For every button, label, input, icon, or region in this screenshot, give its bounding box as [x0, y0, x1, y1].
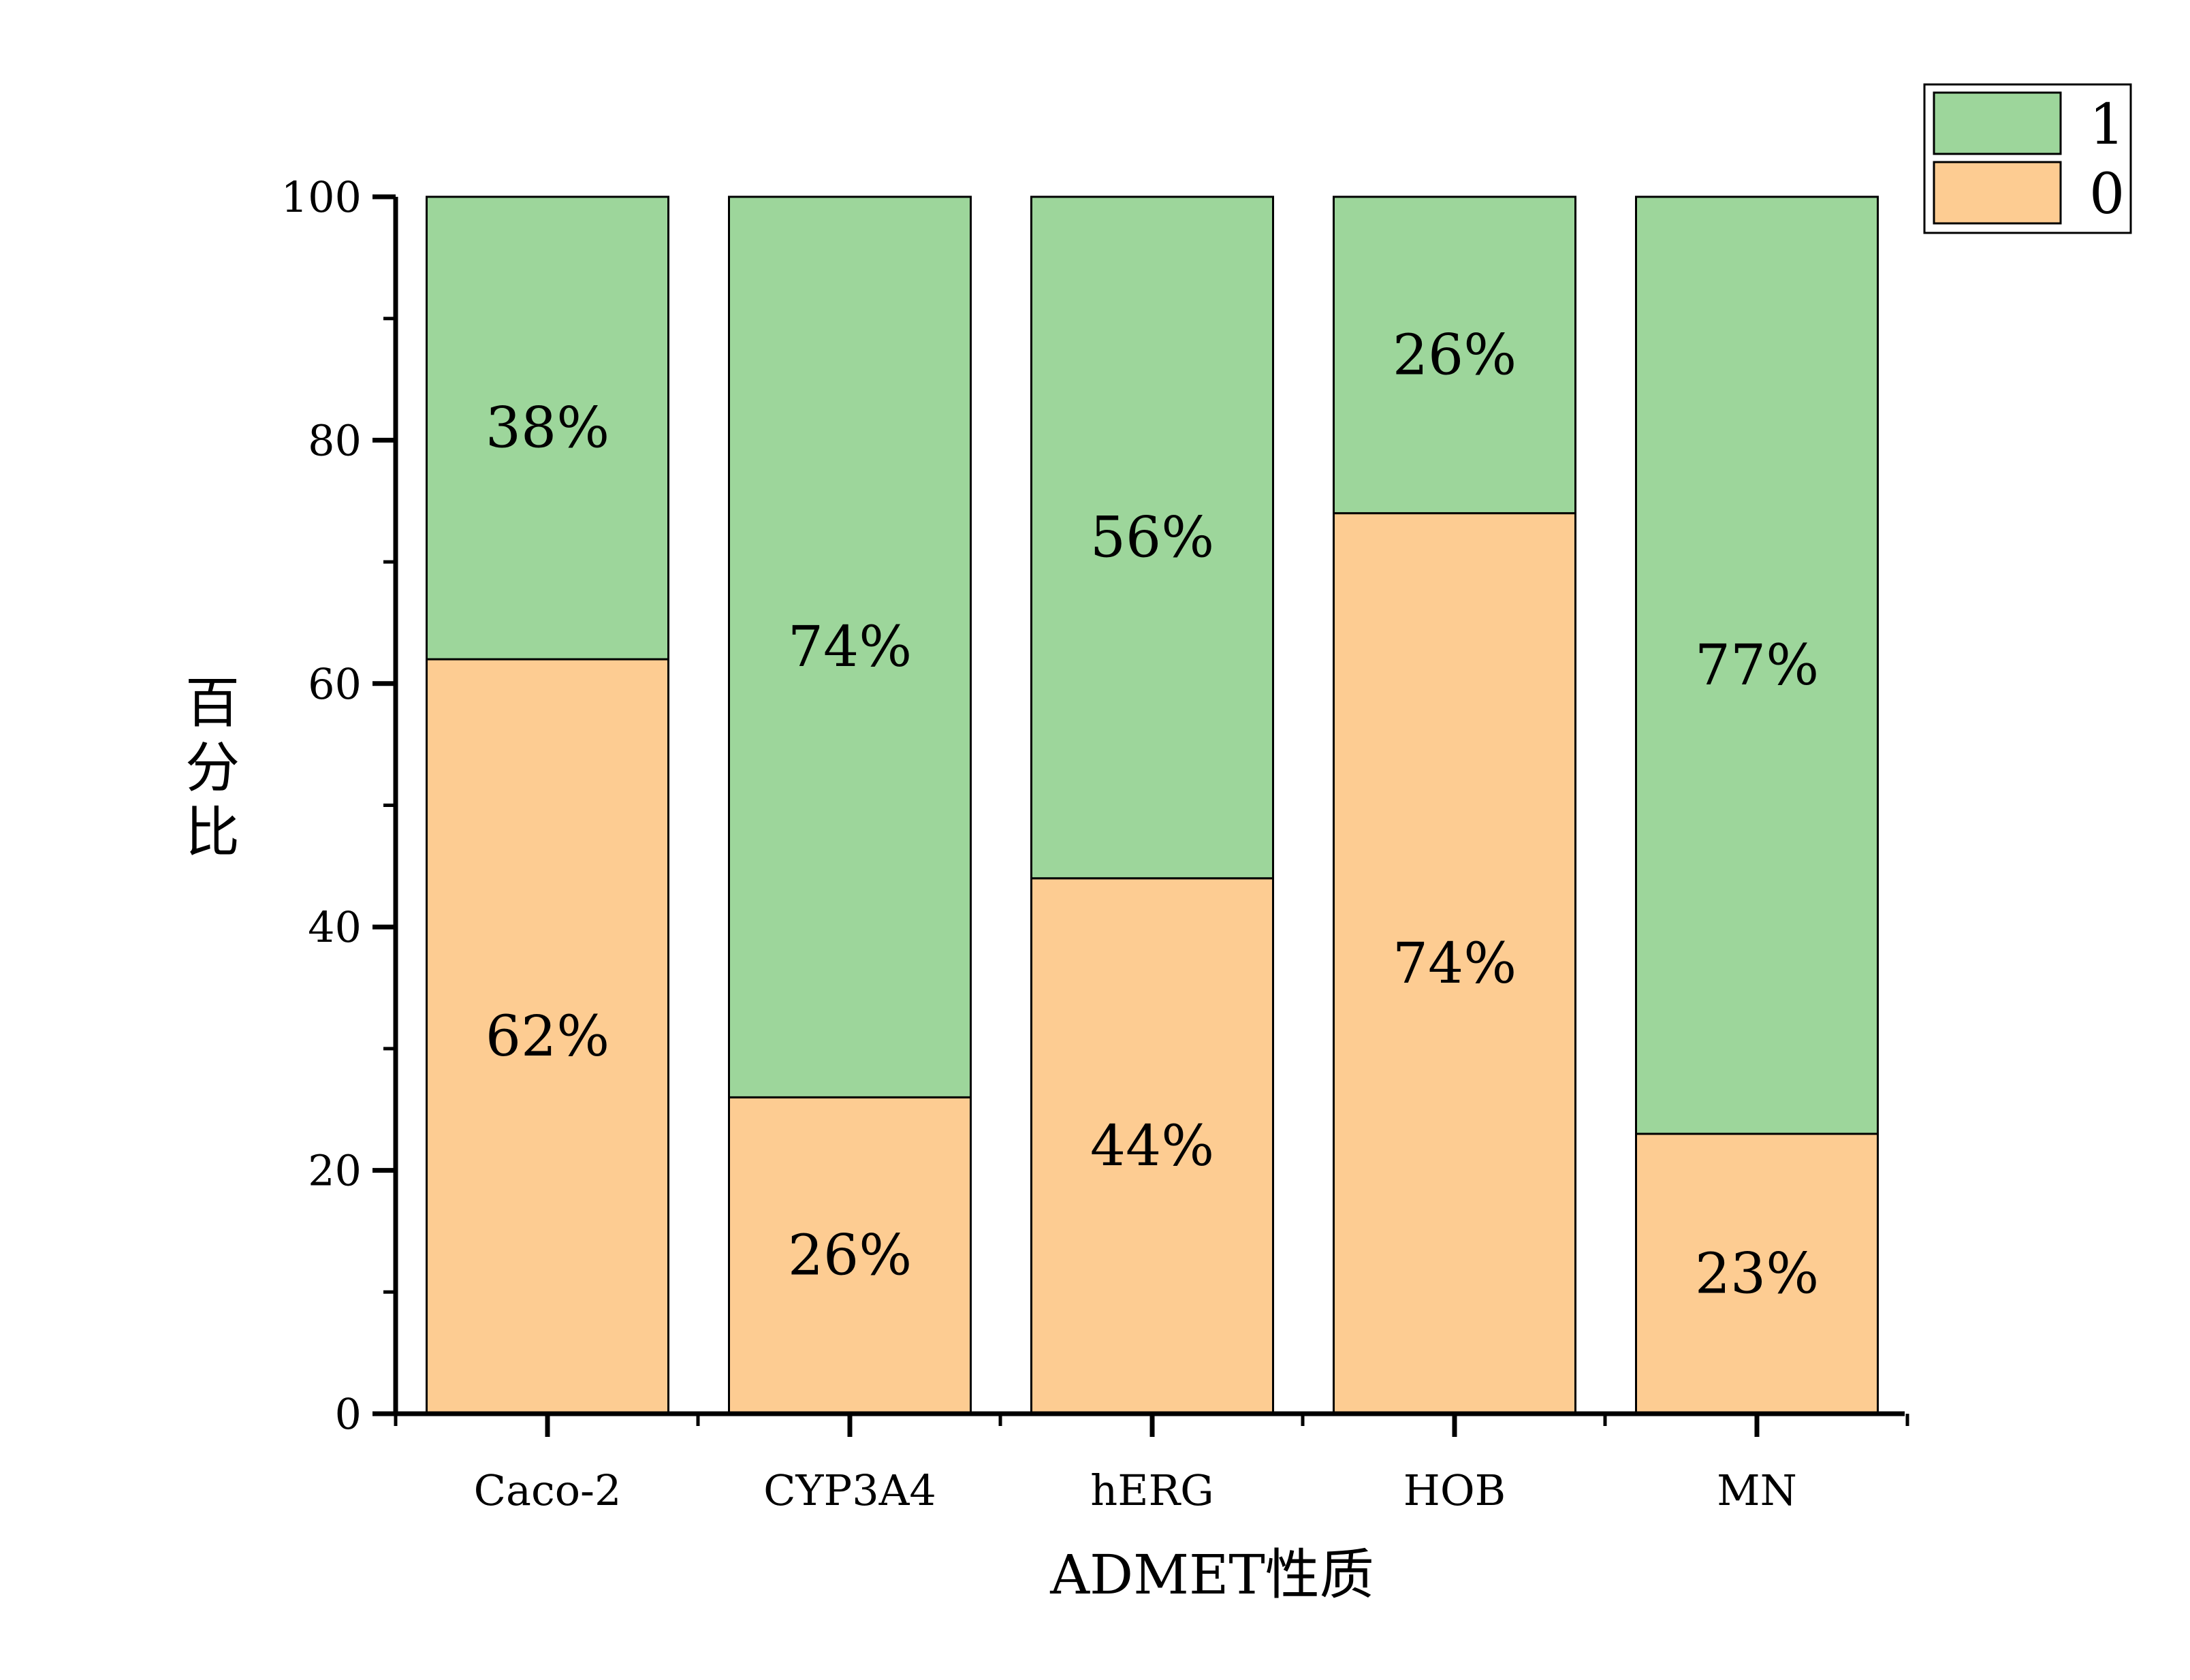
x-tick-label: hERG	[1090, 1465, 1213, 1515]
bar-value-label-herg-series-0: 44%	[1090, 1114, 1214, 1179]
bar-value-label-cyp3a4-series-1: 74%	[788, 615, 912, 680]
y-axis-title-char-2: 分	[185, 736, 240, 799]
bar-hob-series-1	[1333, 195, 1576, 515]
bar-value-label-hob-series-0: 74%	[1393, 932, 1517, 996]
bar-herg-series-0	[1030, 877, 1274, 1415]
legend-label-series-1: 1	[2089, 93, 2125, 157]
bar-value-label-cyp3a4-series-0: 26%	[788, 1224, 912, 1288]
bar-labels-layer: 62% 38% 26% 74% 44% 56% 74% 26% 23% 77%	[486, 323, 1819, 1306]
legend: 10	[1923, 83, 2132, 234]
bar-value-label-caco-2-series-0: 62%	[486, 1004, 609, 1069]
bar-value-label-caco-2-series-1: 38%	[486, 396, 609, 461]
legend-swatch-series-0	[1933, 161, 2062, 225]
bars-layer	[426, 195, 1879, 1415]
x-tick-label: CYP3A4	[763, 1465, 936, 1515]
y-tick-label: 80	[308, 415, 362, 465]
bar-mn-series-1	[1635, 195, 1879, 1135]
bar-cyp3a4-series-1	[728, 195, 972, 1098]
y-tick-label: 40	[308, 902, 362, 952]
bar-value-label-mn-series-0: 23%	[1695, 1241, 1819, 1306]
y-axis-title-char-3: 比	[185, 801, 240, 864]
bar-caco-2-series-0	[426, 658, 669, 1415]
x-tick-label: HOB	[1403, 1465, 1506, 1515]
y-tick-label: 100	[281, 172, 362, 222]
bar-value-label-hob-series-1: 26%	[1393, 323, 1517, 387]
y-tick-label: 60	[308, 659, 362, 709]
ticks-layer: Caco-2 CYP3A4 hERG HOB MN 0 20 40 60 80 100	[281, 172, 1909, 1515]
bar-value-label-mn-series-1: 77%	[1695, 633, 1819, 698]
legend-swatch-series-1	[1933, 91, 2062, 155]
x-axis-title: ADMET性质	[1049, 1543, 1374, 1606]
bar-herg-series-1	[1030, 195, 1274, 880]
bar-caco-2-series-1	[426, 195, 669, 661]
y-tick-label: 20	[308, 1146, 362, 1196]
legend-label-series-0: 0	[2089, 162, 2125, 227]
y-tick-label: 0	[335, 1389, 362, 1439]
y-axis-title-char-1: 百	[185, 671, 240, 735]
bar-hob-series-0	[1333, 512, 1576, 1415]
bar-value-label-herg-series-1: 56%	[1090, 505, 1214, 570]
x-tick-label: Caco-2	[474, 1465, 622, 1515]
x-tick-label: MN	[1717, 1465, 1797, 1515]
